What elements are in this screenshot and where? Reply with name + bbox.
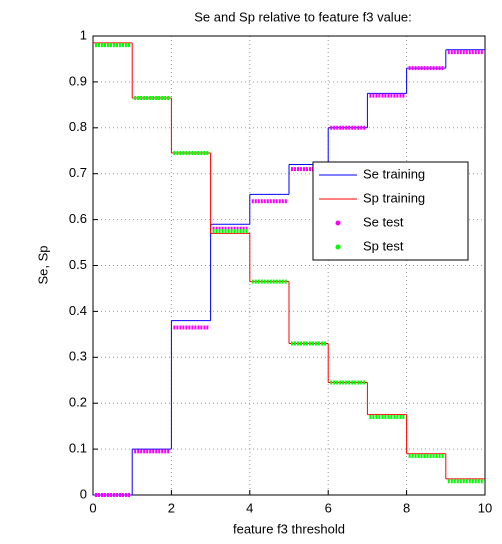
x-axis-label: feature f3 threshold xyxy=(233,521,345,536)
x-tick-label: 6 xyxy=(325,500,332,515)
x-tick-label: 2 xyxy=(168,500,175,515)
y-tick-label: 0 xyxy=(80,486,87,501)
y-tick-label: 0.1 xyxy=(69,441,87,456)
x-tick-label: 4 xyxy=(246,500,253,515)
legend-label: Se training xyxy=(363,166,425,181)
legend-box xyxy=(312,161,469,261)
legend-swatch xyxy=(335,244,341,250)
x-tick-label: 0 xyxy=(89,500,96,515)
y-tick-label: 0.5 xyxy=(69,257,87,272)
x-tick-label: 10 xyxy=(478,500,492,515)
y-tick-label: 0.3 xyxy=(69,349,87,364)
plot-frame xyxy=(92,35,486,496)
y-tick-label: 1 xyxy=(80,27,87,42)
legend-label: Sp test xyxy=(363,238,404,253)
y-tick-label: 0.6 xyxy=(69,211,87,226)
y-tick-label: 0.2 xyxy=(69,395,87,410)
legend-swatch xyxy=(335,220,341,226)
legend-label: Se test xyxy=(363,214,404,229)
y-axis-label: Se, Sp xyxy=(35,245,50,284)
y-tick-label: 0.9 xyxy=(69,73,87,88)
x-tick-label: 8 xyxy=(403,500,410,515)
y-tick-label: 0.4 xyxy=(69,303,87,318)
y-tick-label: 0.7 xyxy=(69,165,87,180)
y-tick-label: 0.8 xyxy=(69,119,87,134)
chart-title: Se and Sp relative to feature f3 value: xyxy=(194,9,412,24)
legend-label: Sp training xyxy=(363,190,425,205)
